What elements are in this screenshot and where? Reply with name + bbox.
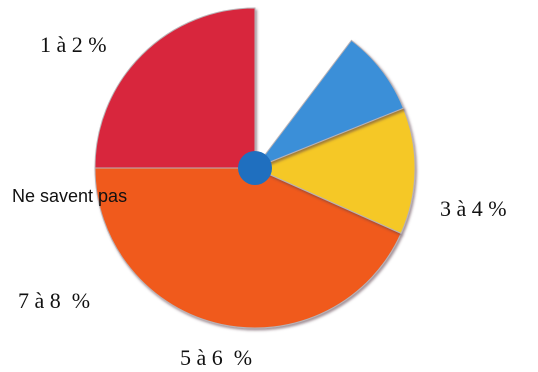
pie-slices [94, 7, 416, 329]
pie-slice-1 [94, 7, 256, 169]
pie-center-dot [238, 151, 272, 185]
slice-label-1-2: 1 à 2 % [40, 32, 107, 57]
slice-label-5-6: 5 à 6 % [180, 345, 252, 370]
slice-label-7-8: 7 à 8 % [18, 288, 90, 313]
pie-slice-2 [94, 167, 402, 329]
slice-label-ne-savent-pas: Ne savent pas [12, 186, 127, 206]
pie-slice-4 [253, 39, 405, 170]
slice-label-3-4: 3 à 4 % [440, 196, 507, 221]
pie-slice-3 [253, 107, 416, 235]
